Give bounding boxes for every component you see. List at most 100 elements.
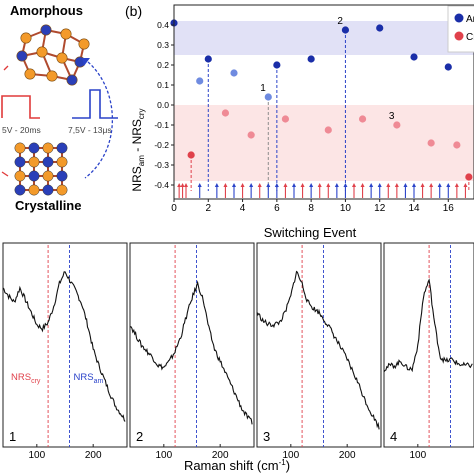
- x-tick-label: 8: [308, 203, 314, 214]
- pulse-arrowhead: [429, 183, 434, 187]
- am-point: [273, 61, 281, 69]
- crystal-atom: [56, 156, 68, 168]
- scatter-pulse-arrows: [177, 183, 468, 198]
- ylabel-sub-am: am: [137, 155, 146, 166]
- raman-panel-1: 100 200 1 NRScry NRSam: [2, 242, 128, 461]
- raman-spectrum-line: [2, 271, 126, 422]
- y-tick-label: -0.2: [154, 140, 169, 150]
- raman-xlabel-sup: -1: [279, 458, 287, 467]
- pulse-arrowhead: [446, 183, 451, 187]
- y-tick-label: -0.1: [154, 120, 169, 130]
- scatter-y-axis-label: NRSam - NRScry: [130, 108, 146, 191]
- amorphous-atom: [60, 28, 72, 40]
- scatter-ticks: 0 2 4 6 8 10 12 14 16 -0.4 -0.3 -0.2 -0.1 0.0 0.1 0.2 0.…: [154, 20, 454, 214]
- am-point: [410, 53, 418, 61]
- am-point: [341, 26, 350, 34]
- pulse-arrowhead: [394, 183, 399, 187]
- reset-pulse-icon: [1, 95, 40, 119]
- set-transition-arrow-icon: [84, 61, 113, 179]
- pulse-arrowhead: [352, 183, 356, 187]
- scatter-dashed-markers: [190, 30, 470, 191]
- highlight-label: 2: [337, 16, 343, 27]
- crystal-atom: [28, 156, 40, 168]
- reset-arrow-bottom-icon: [1, 171, 9, 177]
- y-tick-label: 0.4: [157, 20, 169, 30]
- scatter-point-labels: 1 2 3: [260, 16, 395, 122]
- amorphous-atom: [78, 38, 90, 50]
- pulse-arrowhead: [454, 183, 459, 187]
- crystal-atom: [42, 170, 54, 182]
- scatter-points: [170, 19, 473, 181]
- y-tick-label: -0.4: [154, 180, 169, 190]
- cry-point: [465, 173, 473, 181]
- pulse-arrowhead: [180, 183, 185, 187]
- am-point: [264, 93, 272, 101]
- crystalline-label: Crystalline: [15, 198, 81, 213]
- am-point: [230, 69, 238, 77]
- am-point: [307, 55, 315, 63]
- pulse-arrowhead: [317, 183, 322, 187]
- x-tick-label: 16: [443, 203, 455, 214]
- raman-x-tick-label: 200: [339, 450, 356, 461]
- legend-am-label: Am: [466, 14, 474, 25]
- pulse-arrowhead: [257, 183, 262, 187]
- cry-point: [187, 151, 195, 159]
- raman-spectrum-line: [129, 280, 253, 425]
- legend-cry-marker: [454, 31, 464, 41]
- raman-x-tick-label: 100: [282, 450, 299, 461]
- y-tick-label: 0.3: [157, 40, 169, 50]
- pulse-arrowhead: [377, 183, 382, 187]
- pulse-arrowhead: [197, 183, 202, 187]
- raman-ref-sub: am: [94, 378, 104, 385]
- pulse-arrowhead: [463, 183, 468, 187]
- cry-point: [393, 121, 401, 129]
- shaded-band: [174, 105, 474, 181]
- legend-am-marker: [454, 13, 464, 23]
- scatter-panel: 123 0 2 4 6 8 10 12 14 16-0.4-0.3-0.2-0.10.00.10…: [125, 3, 474, 240]
- pulse-arrowhead: [274, 183, 279, 187]
- pulse-arrowhead: [437, 183, 442, 187]
- y-tick-label: -0.3: [154, 160, 169, 170]
- raman-panel-4: 100 4: [383, 242, 474, 461]
- raman-x-axis-label: Raman shift (cm-1): [184, 458, 290, 473]
- pulse-arrowhead: [403, 183, 408, 187]
- pulse-arrowhead: [249, 183, 254, 187]
- crystal-atom: [28, 170, 40, 182]
- am-point: [204, 55, 212, 63]
- raman-spectrum-line: [256, 270, 380, 430]
- legend-box: [447, 5, 474, 53]
- pulse-arrowhead: [326, 183, 331, 187]
- crystal-atom: [42, 142, 54, 154]
- svg-text:NRSam - NRScry: NRSam - NRScry: [130, 108, 146, 191]
- pulse-arrowhead: [266, 183, 271, 187]
- crystal-atom: [14, 142, 26, 154]
- raman-frame: [129, 242, 255, 448]
- raman-frame: [2, 242, 128, 448]
- reset-arrow-top-icon: [3, 65, 9, 71]
- cry-point: [324, 126, 332, 134]
- panel-b-label: (b): [125, 3, 142, 19]
- raman-panel-3: 100 200 3: [256, 242, 382, 461]
- raman-x-tick-label: 200: [212, 450, 229, 461]
- pulse-arrowhead: [343, 183, 348, 187]
- scatter-x-axis-label: Switching Event: [264, 225, 357, 240]
- crystal-atom: [28, 142, 40, 154]
- amorphous-atom: [66, 74, 78, 86]
- cry-point: [358, 115, 367, 123]
- amorphous-atom: [36, 46, 48, 58]
- raman-panel-number: 3: [263, 429, 270, 444]
- crystal-atom: [56, 170, 68, 182]
- amorphous-atom: [46, 70, 58, 82]
- raman-x-tick-label: 100: [28, 450, 45, 461]
- y-tick-label: 0.1: [157, 80, 169, 90]
- raman-panels: 100 200 1 NRScry NRSam 100 200 2 100 200 3 100 4: [2, 242, 474, 461]
- x-tick-label: 14: [408, 203, 420, 214]
- pulse-arrowhead: [214, 183, 219, 187]
- x-tick-label: 10: [340, 203, 352, 214]
- reset-pulse-label: 5V - 20ms: [2, 125, 41, 135]
- raman-spectrum-line: [383, 278, 473, 373]
- cry-point: [281, 115, 290, 123]
- pulse-arrowhead: [232, 183, 236, 187]
- raman-x-tick-label: 200: [85, 450, 102, 461]
- raman-x-tick-label: 100: [409, 450, 426, 461]
